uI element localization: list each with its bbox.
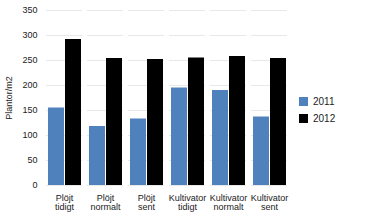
svg-text:100: 100 [22, 130, 37, 140]
svg-text:Plantor/m2: Plantor/m2 [4, 76, 14, 120]
svg-text:150: 150 [22, 105, 37, 115]
svg-text:200: 200 [22, 80, 37, 90]
svg-text:Plöjttidigt: Plöjttidigt [55, 193, 75, 212]
svg-text:Plöjtsent: Plöjtsent [138, 193, 156, 212]
svg-text:250: 250 [22, 55, 37, 65]
svg-text:350: 350 [22, 5, 37, 15]
svg-text:Kultivatortidigt: Kultivatortidigt [169, 193, 207, 212]
svg-text:300: 300 [22, 30, 37, 40]
svg-text:Plöjtnormalt: Plöjtnormalt [90, 193, 121, 212]
html-text:2011: 2011 [313, 95, 335, 107]
html-text:2012: 2012 [313, 112, 336, 124]
svg-text:Kultivatorsent: Kultivatorsent [251, 193, 289, 212]
svg-text:0: 0 [32, 180, 37, 190]
svg-text:Kultivatornormalt: Kultivatornormalt [210, 193, 248, 212]
svg-text:50: 50 [27, 155, 37, 165]
